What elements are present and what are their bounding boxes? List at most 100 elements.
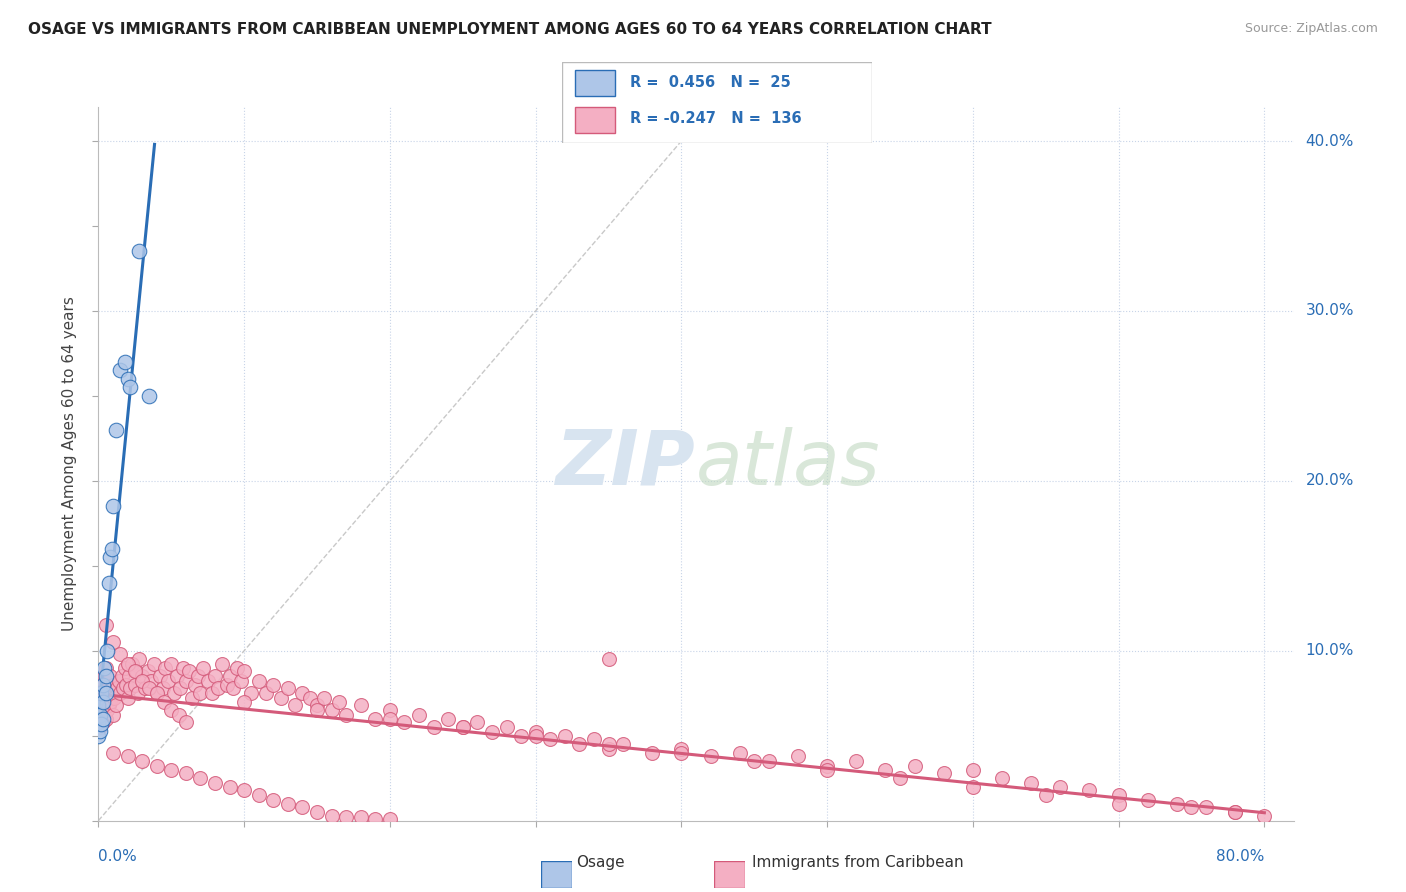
Point: [89, 720, 111, 734]
Text: R = -0.247   N =  136: R = -0.247 N = 136: [630, 111, 801, 126]
Point: [108, 674, 131, 689]
Point: [91, 712, 114, 726]
Point: [160, 763, 183, 777]
Text: ZIP: ZIP: [557, 427, 696, 500]
Point: [105, 681, 128, 695]
Text: OSAGE VS IMMIGRANTS FROM CARIBBEAN UNEMPLOYMENT AMONG AGES 60 TO 64 YEARS CORREL: OSAGE VS IMMIGRANTS FROM CARIBBEAN UNEMP…: [28, 22, 991, 37]
Point: [183, 678, 205, 692]
Point: [742, 754, 765, 768]
Point: [91, 674, 114, 689]
Point: [699, 749, 721, 764]
Point: [136, 664, 159, 678]
Point: [91, 678, 114, 692]
Y-axis label: Unemployment Among Ages 60 to 64 years: Unemployment Among Ages 60 to 64 years: [62, 296, 77, 632]
Point: [1253, 808, 1275, 822]
Point: [364, 712, 387, 726]
Point: [131, 669, 153, 683]
Point: [889, 771, 911, 785]
Point: [467, 715, 489, 730]
Point: [103, 691, 125, 706]
Text: Immigrants from Caribbean: Immigrants from Caribbean: [752, 855, 965, 870]
Point: [87, 708, 110, 723]
Point: [110, 363, 132, 377]
Point: [101, 708, 124, 723]
Point: [89, 681, 111, 695]
Point: [262, 678, 284, 692]
Point: [87, 686, 110, 700]
Point: [98, 695, 121, 709]
Text: R =  0.456   N =  25: R = 0.456 N = 25: [630, 76, 792, 90]
Point: [97, 674, 120, 689]
Point: [87, 698, 110, 712]
Point: [335, 810, 357, 824]
Point: [167, 708, 190, 723]
Point: [166, 669, 188, 683]
Point: [174, 674, 197, 689]
Point: [96, 681, 118, 695]
Point: [89, 708, 111, 723]
Point: [149, 669, 172, 683]
Point: [97, 575, 120, 590]
Point: [177, 664, 200, 678]
Point: [128, 652, 150, 666]
Point: [118, 669, 141, 683]
Point: [89, 691, 111, 706]
Point: [190, 771, 212, 785]
Point: [142, 657, 165, 672]
Point: [335, 708, 357, 723]
Point: [962, 780, 984, 794]
Point: [364, 812, 387, 826]
Point: [145, 759, 167, 773]
Point: [554, 729, 576, 743]
Point: [328, 695, 350, 709]
Point: [160, 703, 183, 717]
Point: [1049, 780, 1071, 794]
Point: [277, 681, 299, 695]
Point: [160, 657, 183, 672]
Point: [100, 686, 122, 700]
Text: 30.0%: 30.0%: [1305, 303, 1354, 318]
Point: [215, 678, 238, 692]
Point: [94, 712, 117, 726]
Point: [190, 686, 212, 700]
Point: [90, 716, 112, 731]
Point: [1166, 797, 1188, 811]
Point: [138, 389, 160, 403]
Point: [114, 661, 136, 675]
Point: [114, 355, 136, 369]
Point: [186, 669, 208, 683]
Point: [875, 763, 897, 777]
Point: [117, 749, 139, 764]
Point: [815, 759, 838, 773]
Point: [134, 681, 156, 695]
Point: [112, 681, 135, 695]
Point: [671, 746, 693, 760]
Text: 0.0%: 0.0%: [98, 849, 138, 864]
Point: [291, 686, 314, 700]
Point: [155, 661, 177, 675]
Point: [225, 661, 247, 675]
Point: [305, 698, 328, 712]
Point: [131, 754, 153, 768]
Point: [94, 661, 117, 675]
Point: [101, 635, 124, 649]
Point: [378, 812, 401, 826]
Text: 10.0%: 10.0%: [1305, 643, 1354, 658]
Point: [101, 500, 124, 514]
Point: [87, 715, 110, 730]
Point: [231, 674, 253, 689]
FancyBboxPatch shape: [575, 70, 614, 96]
Point: [145, 686, 167, 700]
Point: [157, 674, 180, 689]
Point: [139, 674, 162, 689]
Point: [394, 715, 416, 730]
Text: 20.0%: 20.0%: [1305, 474, 1354, 488]
Point: [582, 732, 605, 747]
Point: [1108, 797, 1130, 811]
Point: [90, 712, 112, 726]
Point: [1180, 800, 1202, 814]
Point: [93, 691, 115, 706]
Point: [1019, 776, 1042, 790]
Point: [247, 788, 270, 802]
Point: [451, 720, 474, 734]
